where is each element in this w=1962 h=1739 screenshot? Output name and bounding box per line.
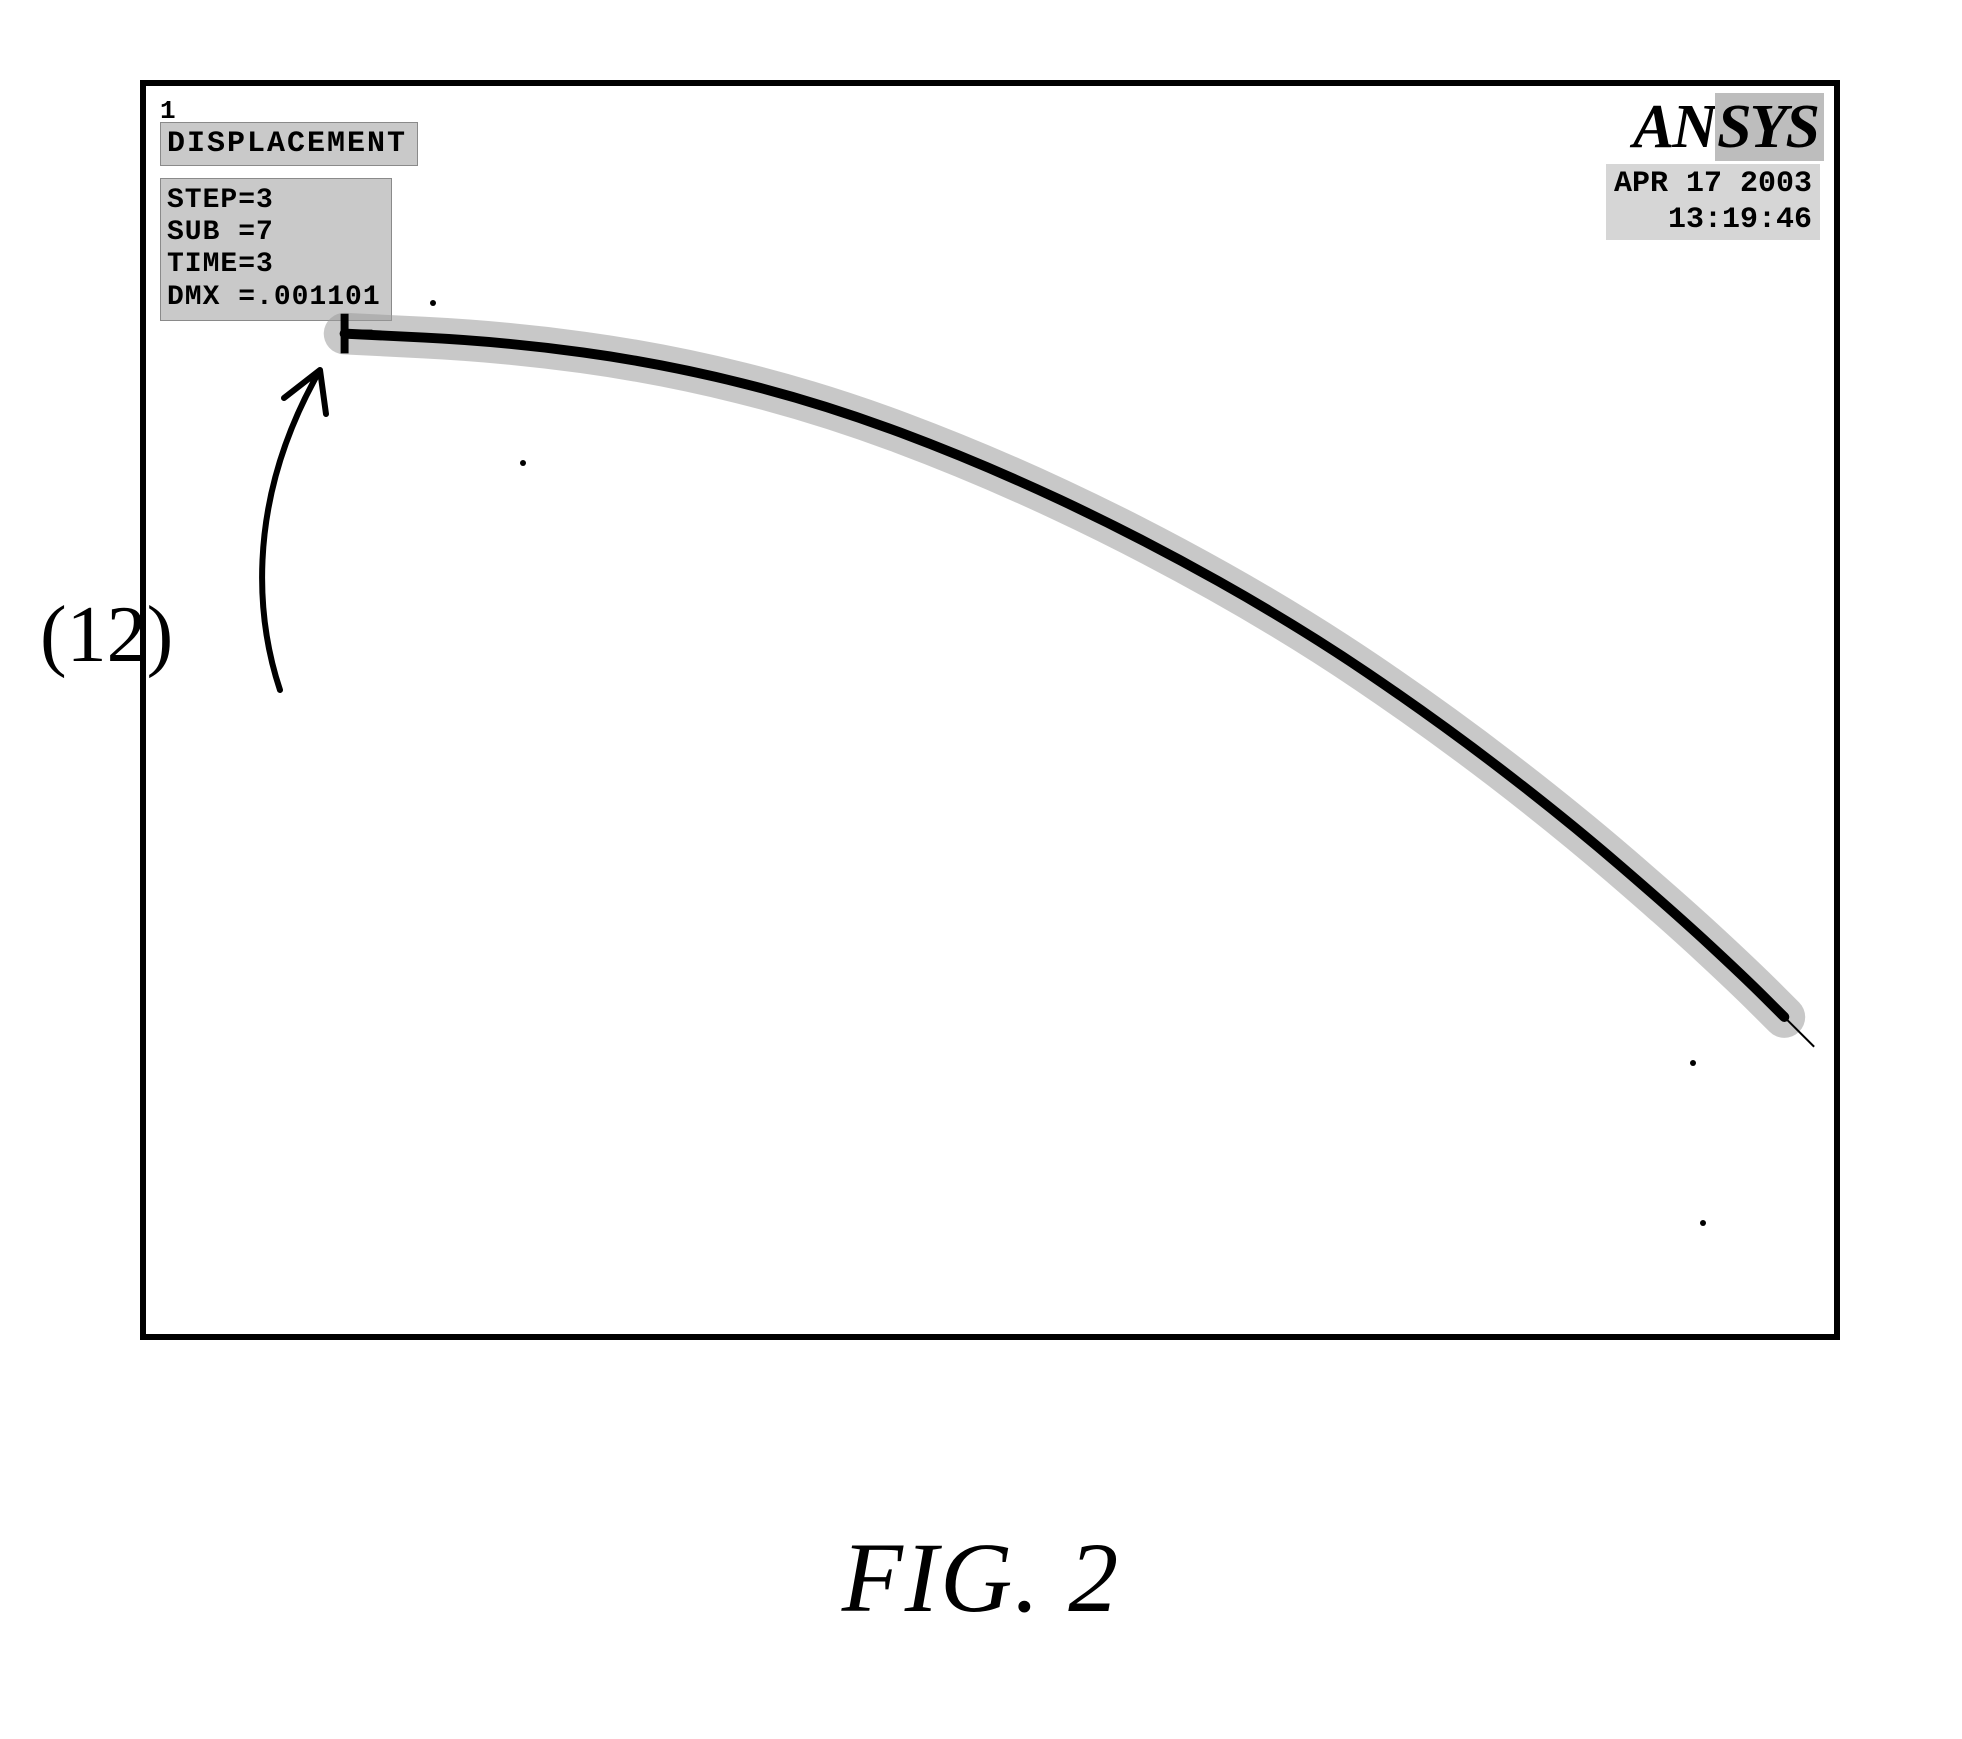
plot-title: DISPLACEMENT <box>160 122 418 166</box>
logo-sys: SYS <box>1715 93 1824 161</box>
dot <box>1700 1220 1706 1226</box>
beam-core <box>345 334 1785 1017</box>
callout-label: (12) <box>40 590 173 681</box>
dot <box>430 300 436 306</box>
time-line: TIME=3 <box>167 249 381 281</box>
dmx-line: DMX =.001101 <box>167 282 381 314</box>
date-text: APR 17 2003 <box>1614 166 1812 202</box>
beam-tail <box>1784 1017 1814 1047</box>
timestamp: APR 17 2003 13:19:46 <box>1606 164 1820 240</box>
ansys-logo: ANSYS <box>1633 92 1824 163</box>
sub-line: SUB =7 <box>167 217 381 249</box>
dot <box>520 460 526 466</box>
page: 1 DISPLACEMENT STEP=3 SUB =7 TIME=3 DMX … <box>0 0 1962 1739</box>
beam-halo <box>345 334 1785 1017</box>
time-text: 13:19:46 <box>1614 202 1812 238</box>
step-line: STEP=3 <box>167 185 381 217</box>
figure-caption: FIG. 2 <box>0 1520 1962 1635</box>
logo-an: AN <box>1633 93 1715 161</box>
ansys-window: 1 DISPLACEMENT STEP=3 SUB =7 TIME=3 DMX … <box>140 80 1840 1340</box>
displacement-plot <box>146 86 1834 1334</box>
dot <box>1690 1060 1696 1066</box>
solution-info-block: STEP=3 SUB =7 TIME=3 DMX =.001101 <box>160 178 392 321</box>
